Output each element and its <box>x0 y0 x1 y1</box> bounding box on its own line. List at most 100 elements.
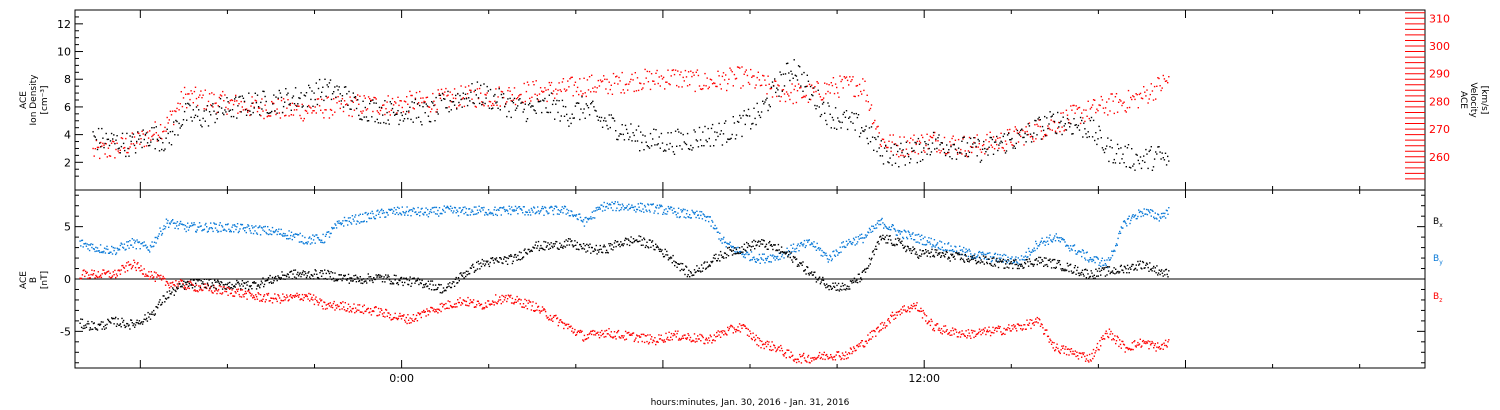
by-point <box>1025 251 1027 253</box>
bz-point <box>670 336 672 338</box>
bz-point <box>1109 333 1111 335</box>
by-point <box>838 252 841 254</box>
bx-point <box>107 319 110 322</box>
ion-density-point <box>866 137 868 140</box>
velocity-point <box>1067 119 1070 121</box>
velocity-point <box>183 86 186 89</box>
velocity-point <box>219 94 222 96</box>
ion-density-point <box>734 138 737 140</box>
velocity-point <box>1081 112 1083 114</box>
bz-point <box>540 310 542 312</box>
velocity-point <box>1063 130 1065 132</box>
ion-density-point <box>1164 152 1167 154</box>
by-point <box>289 237 291 240</box>
ion-density-point <box>983 140 985 143</box>
ion-density-point <box>549 111 552 114</box>
velocity-point <box>267 115 270 117</box>
bz-point <box>1087 359 1089 362</box>
velocity-point <box>662 76 665 79</box>
bz-point <box>1084 360 1087 362</box>
ion-density-point <box>829 113 831 115</box>
ion-density-point <box>779 71 781 73</box>
by-point <box>630 206 632 208</box>
by-point <box>187 222 189 224</box>
by-point <box>686 209 689 212</box>
ion-density-point <box>210 114 212 116</box>
velocity-point <box>519 94 521 96</box>
bz-point <box>91 269 93 271</box>
by-point <box>335 227 338 229</box>
bz-point <box>479 304 481 307</box>
bz-point <box>153 271 156 273</box>
velocity-point <box>867 101 869 103</box>
ion-density-point <box>1024 132 1026 135</box>
bz-point <box>525 299 528 302</box>
by-point <box>109 251 111 253</box>
bz-point <box>643 341 646 344</box>
velocity-point <box>171 110 174 112</box>
velocity-point <box>787 93 789 95</box>
bz-point <box>988 326 990 328</box>
velocity-point <box>178 109 180 111</box>
bz-point <box>143 268 145 270</box>
bz-point <box>765 341 767 344</box>
ion-density-point <box>662 150 665 152</box>
velocity-point <box>846 79 849 82</box>
ion-density-point <box>143 138 145 141</box>
bz-point <box>529 301 532 303</box>
by-point <box>1037 245 1039 247</box>
bz-point <box>494 301 496 303</box>
by-point <box>717 231 719 233</box>
bz-point <box>1020 324 1023 327</box>
by-point <box>1131 215 1133 217</box>
bz-point <box>999 326 1001 328</box>
ion-density-point <box>545 107 547 109</box>
bz-point <box>703 342 705 345</box>
velocity-point <box>187 93 189 95</box>
by-point <box>719 232 721 234</box>
ion-density-point <box>579 118 581 121</box>
ion-density-point <box>765 99 767 101</box>
by-point <box>231 226 233 228</box>
velocity-point <box>660 75 663 77</box>
bz-point <box>721 332 723 334</box>
ion-density-point <box>630 123 632 125</box>
by-point <box>881 217 883 220</box>
by-point <box>172 222 175 224</box>
bz-point <box>931 320 933 323</box>
bz-point <box>216 292 218 295</box>
bz-point <box>126 270 129 272</box>
bz-point <box>834 359 837 361</box>
ion-density-point <box>1083 122 1085 124</box>
bz-point <box>210 286 212 288</box>
velocity-point <box>1039 125 1041 128</box>
ion-density-point <box>338 86 340 88</box>
bz-point <box>508 295 510 297</box>
by-point <box>902 237 905 240</box>
bz-point <box>898 311 900 313</box>
ion-density-point <box>789 79 791 82</box>
ion-density-point <box>163 149 165 152</box>
bz-point <box>1166 346 1168 348</box>
bz-point <box>590 330 592 333</box>
bz-point <box>1084 355 1086 358</box>
bz-point <box>693 333 696 335</box>
bz-point <box>330 306 332 308</box>
by-point <box>882 222 884 224</box>
by-point <box>775 256 777 258</box>
ion-density-point <box>698 126 701 129</box>
by-point <box>616 207 618 209</box>
by-point <box>476 213 478 215</box>
velocity-point <box>488 100 491 103</box>
velocity-point <box>431 108 433 110</box>
bz-point <box>884 327 886 329</box>
by-point <box>448 208 450 210</box>
by-point <box>438 207 441 209</box>
velocity-point <box>618 76 620 79</box>
velocity-point <box>839 75 841 77</box>
by-point <box>754 258 756 261</box>
velocity-point <box>579 78 581 80</box>
by-point <box>362 213 364 215</box>
velocity-point <box>179 103 181 105</box>
by-point <box>171 220 173 222</box>
